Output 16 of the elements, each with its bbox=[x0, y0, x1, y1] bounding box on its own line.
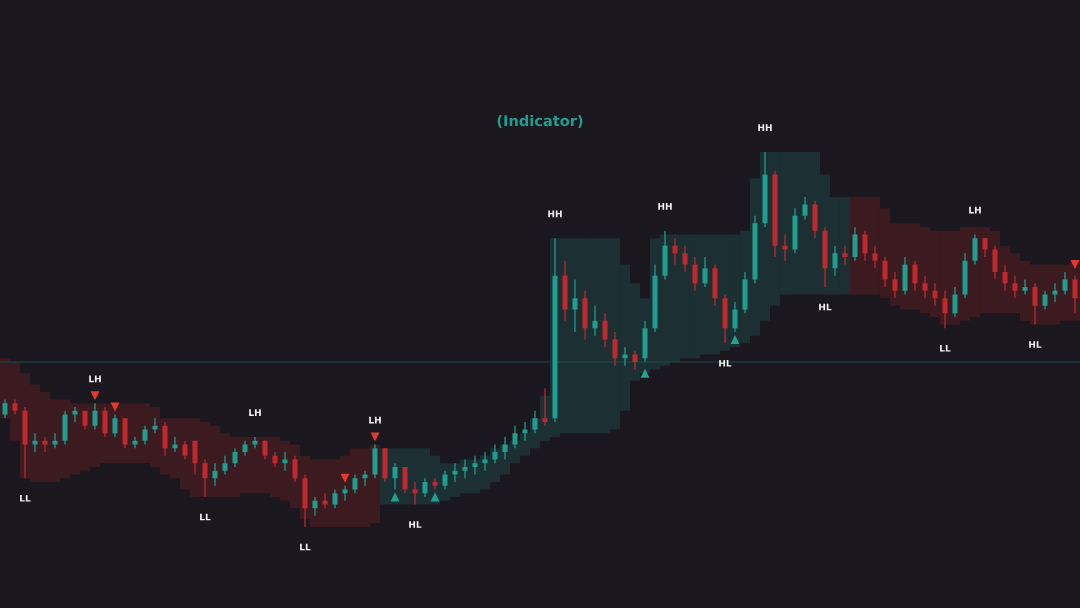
annotation: LL bbox=[940, 344, 951, 352]
annotation: HH bbox=[658, 203, 672, 210]
annotation: LL bbox=[20, 494, 31, 502]
annotation: HL bbox=[719, 359, 732, 367]
annotation: HL bbox=[409, 521, 422, 528]
chart-subtitle: (Indicator) bbox=[497, 114, 583, 128]
annotation: HH bbox=[548, 210, 562, 218]
annotation: LL bbox=[200, 513, 211, 521]
annotation: LH bbox=[249, 409, 261, 416]
annotation: LH bbox=[89, 375, 101, 383]
annotation: HL bbox=[819, 303, 832, 311]
annotation: LH bbox=[369, 416, 381, 424]
annotation: HH bbox=[758, 124, 772, 131]
annotation: HL bbox=[1029, 341, 1042, 348]
annotation: LH bbox=[969, 206, 981, 214]
annotation: LL bbox=[300, 543, 311, 551]
